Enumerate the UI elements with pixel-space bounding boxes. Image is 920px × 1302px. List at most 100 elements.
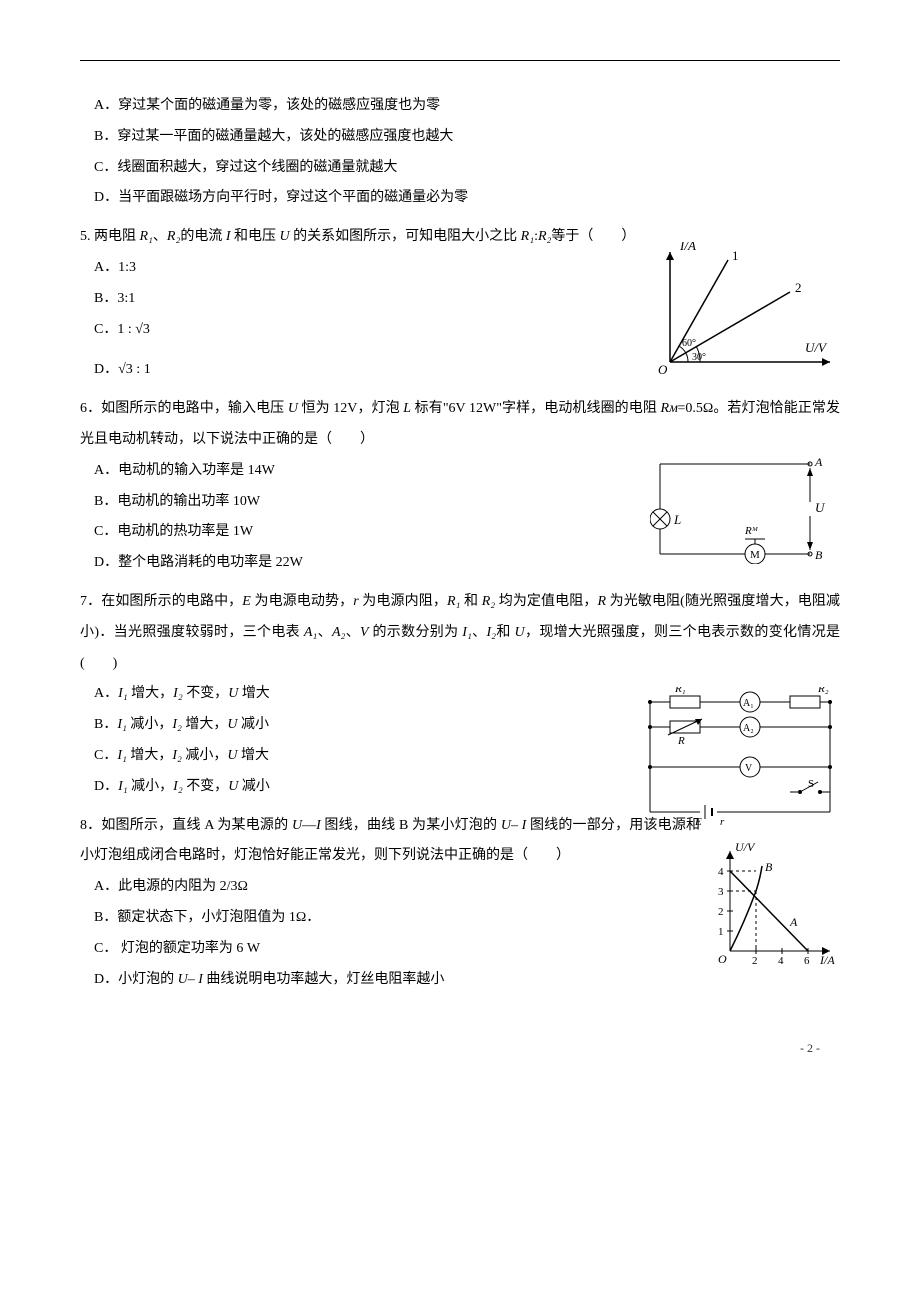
lbl: R₁ — [674, 687, 686, 695]
t: 8．如图所示，直线 A 为某电源的 — [80, 818, 292, 833]
t: 增大 — [238, 748, 270, 763]
lbl: O — [718, 952, 727, 966]
t: I₂ — [173, 686, 183, 701]
t: E — [242, 594, 251, 609]
lbl: B — [765, 860, 773, 874]
t: U — [227, 748, 237, 763]
t: I₁ — [462, 625, 472, 640]
t: √3 : 1 — [118, 362, 151, 377]
t: 增大 — [238, 686, 270, 701]
t: Rᴍ — [660, 401, 677, 416]
lbl: U/V — [735, 841, 756, 854]
q6: 6．如图所示的电路中，输入电压 U 恒为 12V，灯泡 L 标有"6V 12W"… — [80, 394, 840, 579]
lbl: M — [750, 549, 760, 561]
lbl: A — [814, 455, 823, 469]
lbl: 2 — [718, 906, 724, 918]
t: R₂ — [538, 229, 551, 244]
t: D． — [94, 362, 118, 377]
t: A₂ — [332, 625, 345, 640]
t: A． — [94, 686, 118, 701]
t: 和 — [496, 625, 515, 640]
lbl: V — [745, 763, 753, 774]
q5-figure: I/A U/V 1 2 60° 30° O — [650, 242, 840, 395]
t: I₂ — [172, 748, 182, 763]
t: 不变， — [183, 779, 229, 794]
t: L — [403, 401, 411, 416]
t: 的示数分别为 — [369, 625, 463, 640]
t: B． — [94, 717, 117, 732]
q8: 8．如图所示，直线 A 为某电源的 U—I 图线，曲线 B 为某小灯泡的 U– … — [80, 811, 840, 996]
lbl: 4 — [778, 955, 784, 967]
t: 恒为 12V，灯泡 — [298, 401, 403, 416]
lbl: Rᴹ — [744, 525, 759, 537]
lbl: A — [789, 915, 798, 929]
lbl: R₂ — [817, 687, 829, 695]
t: 和 — [460, 594, 481, 609]
lbl: 30° — [692, 352, 706, 363]
t: 增大， — [182, 717, 228, 732]
t: 为电源内阻， — [359, 594, 447, 609]
lbl: 1 — [732, 248, 739, 263]
t: 等于（ ） — [551, 229, 635, 244]
t: 、 — [345, 625, 360, 640]
t: 5. 两电阻 — [80, 229, 140, 244]
t: U — [288, 401, 298, 416]
lbl: L — [673, 512, 681, 527]
t: 不变， — [183, 686, 229, 701]
lbl: 3 — [718, 886, 724, 898]
t: 减小 — [238, 717, 270, 732]
q4-opt-d: D．当平面跟磁场方向平行时，穿过这个平面的磁通量必为零 — [94, 183, 840, 214]
q6-stem: 6．如图所示的电路中，输入电压 U 恒为 12V，灯泡 L 标有"6V 12W"… — [80, 394, 840, 456]
lbl: A₁ — [743, 698, 754, 709]
t: U — [280, 229, 290, 244]
t: 减小， — [182, 748, 228, 763]
t: 减小， — [128, 779, 174, 794]
t: — — [302, 818, 316, 833]
t: – — [511, 818, 522, 833]
q7: 7．在如图所示的电路中，E 为电源电动势，r 为电源内阻，R₁ 和 R₂ 均为定… — [80, 587, 840, 803]
q4-options: A．穿过某个面的磁通量为零，该处的磁感应强度也为零 B．穿过某一平面的磁通量越大… — [80, 91, 840, 214]
t: 、 — [317, 625, 332, 640]
t: 减小， — [127, 717, 173, 732]
t: C． — [94, 322, 117, 337]
t: 、 — [153, 229, 167, 244]
page-number: - 2 - — [80, 1035, 840, 1061]
t: D． — [94, 779, 118, 794]
lbl: S — [808, 778, 814, 790]
t: I₁ — [117, 717, 127, 732]
t: U — [227, 717, 237, 732]
t: 为电源电动势， — [251, 594, 353, 609]
t: R₁ — [447, 594, 460, 609]
lbl: O — [658, 362, 668, 377]
t: A₁ — [304, 625, 317, 640]
lbl: 6 — [804, 955, 810, 967]
t: I₂ — [172, 717, 182, 732]
t: 增大， — [127, 748, 173, 763]
q4-opt-a: A．穿过某个面的磁通量为零，该处的磁感应强度也为零 — [94, 91, 840, 122]
lbl: I/A — [819, 953, 835, 967]
t: I₁ — [118, 779, 128, 794]
t: 1 : √3 — [117, 322, 150, 337]
lbl: I/A — [679, 242, 696, 253]
t: I₁ — [118, 686, 128, 701]
t: 的关系如图所示，可知电阻大小之比 — [290, 229, 521, 244]
t: U — [228, 686, 238, 701]
t: 6．如图所示的电路中，输入电压 — [80, 401, 288, 416]
q8-figure: U/V I/A O 1 2 3 4 2 4 6 A B — [710, 841, 840, 984]
t: U — [228, 779, 238, 794]
t: C． — [94, 748, 117, 763]
t: 增大， — [128, 686, 174, 701]
t: 曲线说明电功率越大，灯丝电阻率越小 — [203, 972, 445, 987]
lbl: A₂ — [743, 723, 754, 734]
t: V — [360, 625, 369, 640]
t: R — [597, 594, 606, 609]
lbl: 2 — [752, 955, 758, 967]
t: R₂ — [167, 229, 180, 244]
t: I₂ — [487, 625, 497, 640]
lbl: 4 — [718, 866, 724, 878]
q7-stem: 7．在如图所示的电路中，E 为电源电动势，r 为电源内阻，R₁ 和 R₂ 均为定… — [80, 587, 840, 679]
t: 减小 — [238, 779, 270, 794]
t: 、 — [472, 625, 487, 640]
t: R₁ — [140, 229, 153, 244]
q5: 5. 两电阻 R₁、R₂的电流 I 和电压 U 的关系如图所示，可知电阻大小之比… — [80, 222, 840, 386]
